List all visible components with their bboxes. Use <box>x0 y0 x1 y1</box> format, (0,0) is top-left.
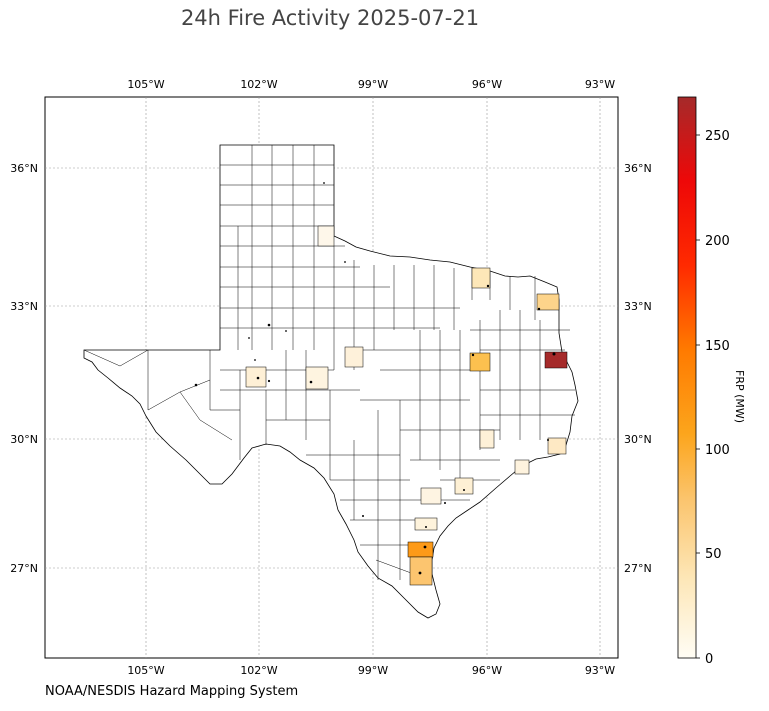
lon-tick-top: 105°W <box>127 78 164 91</box>
fire-point <box>471 353 475 357</box>
lon-tick-top: 93°W <box>585 78 615 91</box>
fire-point <box>418 571 422 575</box>
county-fire-freestone <box>469 352 491 372</box>
county-fire-victoria <box>454 477 474 495</box>
colorbar-tick: 50 <box>705 547 722 562</box>
colorbar-tick: 250 <box>705 129 730 144</box>
lon-tick-bottom: 99°W <box>358 664 388 677</box>
county-lines <box>83 145 575 581</box>
lon-tick-bottom: 93°W <box>585 664 615 677</box>
lat-tick-left: 33°N <box>10 300 38 313</box>
lat-tick-right: 30°N <box>624 433 652 446</box>
fire-point <box>552 352 556 356</box>
fire-point <box>256 376 260 380</box>
colorbar-tick: 200 <box>705 234 730 249</box>
colorbar-tick: 100 <box>705 443 730 458</box>
lat-tick-right: 36°N <box>624 162 652 175</box>
county-fire-coke <box>305 366 329 390</box>
fire-point <box>444 502 446 504</box>
lon-tick-top: 99°W <box>358 78 388 91</box>
fire-point <box>486 284 490 288</box>
fire-point <box>267 379 271 383</box>
county-fire-martin <box>245 366 267 388</box>
county-fire-red-river <box>536 293 560 311</box>
lat-tick-left: 30°N <box>10 433 38 446</box>
fire-point <box>285 330 287 332</box>
lat-tick-right: 33°N <box>624 300 652 313</box>
lat-tick-left: 27°N <box>10 562 38 575</box>
county-fire-shelby <box>544 351 568 369</box>
fire-point <box>547 439 549 441</box>
colorbar-tick: 150 <box>705 339 730 354</box>
lon-tick-top: 102°W <box>240 78 277 91</box>
county-fire-fannin <box>471 267 491 289</box>
county-fire-bee <box>420 487 442 505</box>
colorbar-label: FRP (MW) <box>733 370 746 424</box>
fire-point <box>254 359 256 361</box>
lat-tick-right: 27°N <box>624 562 652 575</box>
fire-counties <box>245 225 568 586</box>
axis-labels: 105°W 102°W 99°W 96°W 93°W 105°W 102°W 9… <box>10 78 651 677</box>
lat-tick-left: 36°N <box>10 162 38 175</box>
fire-points <box>194 182 556 575</box>
fire-point <box>463 489 465 491</box>
county-fire-wharton <box>514 459 530 475</box>
fire-point <box>248 337 250 339</box>
colorbar: 0 50 100 150 200 250 <box>677 96 730 667</box>
fire-point <box>194 383 198 387</box>
fire-point <box>362 515 364 517</box>
fire-point <box>423 545 427 549</box>
source-credit: NOAA/NESDIS Hazard Mapping System <box>45 684 299 699</box>
county-fire-fort-bend <box>479 429 495 449</box>
lon-tick-bottom: 102°W <box>240 664 277 677</box>
fire-point <box>537 307 541 311</box>
colorbar-gradient <box>677 96 697 659</box>
map-title: 24h Fire Activity 2025-07-21 <box>180 6 480 30</box>
county-fire-kleberg <box>414 517 438 531</box>
fire-point <box>267 323 271 327</box>
fire-point <box>344 261 346 263</box>
lon-tick-bottom: 105°W <box>127 664 164 677</box>
lon-tick-bottom: 96°W <box>472 664 502 677</box>
lon-tick-top: 96°W <box>472 78 502 91</box>
fire-point <box>309 380 313 384</box>
county-fire-brooks <box>409 556 433 586</box>
county-fire-wheeler <box>317 225 335 247</box>
colorbar-tick: 0 <box>705 652 713 667</box>
fire-point <box>425 526 427 528</box>
county-fire-jefferson <box>547 437 567 455</box>
county-fire-shackelford <box>344 346 364 368</box>
fire-point <box>323 182 325 184</box>
county-fire-jim-wells <box>407 541 434 558</box>
